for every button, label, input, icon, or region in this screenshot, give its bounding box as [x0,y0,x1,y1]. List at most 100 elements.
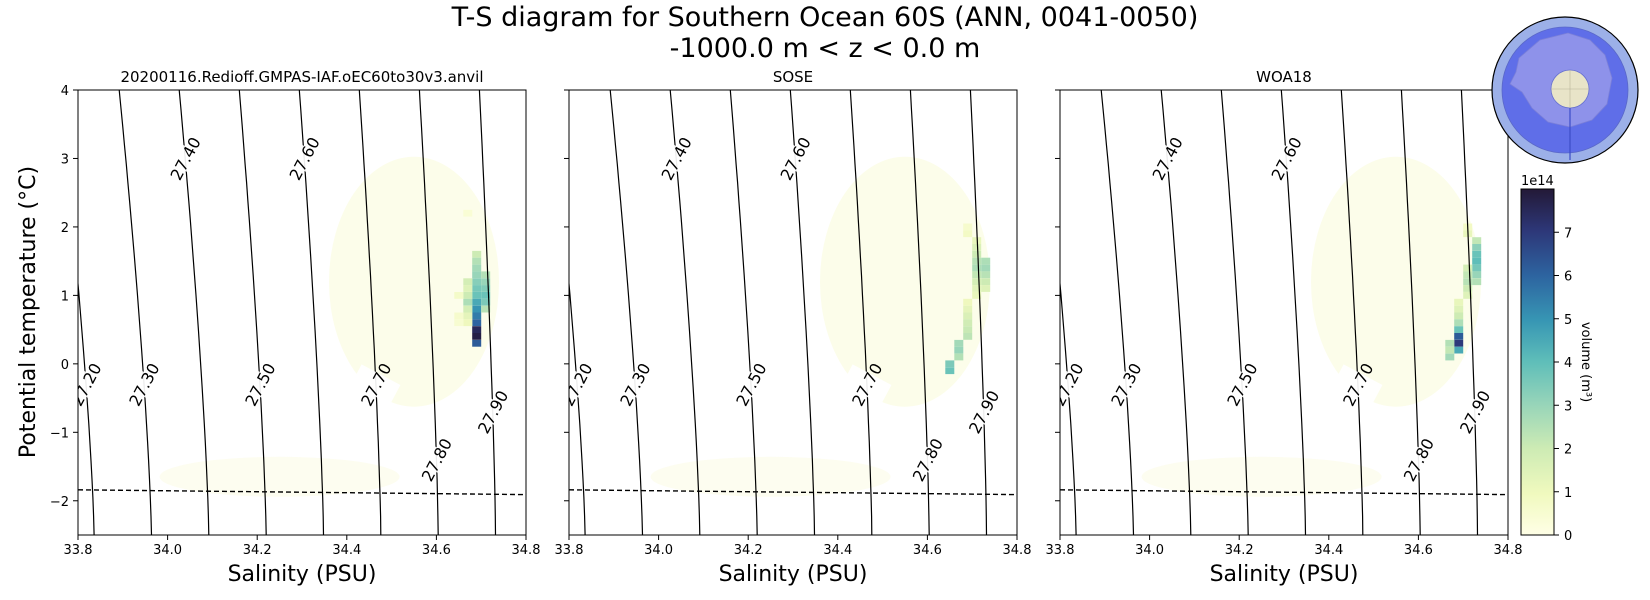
contour-label-mask [351,364,401,405]
heatmap-cell [454,292,464,299]
density-contour [238,90,267,535]
contour-label-mask [235,364,285,405]
heatmap-cell [481,292,491,299]
heatmap-cell [463,319,473,327]
heatmap-cell [963,230,973,238]
heatmap-cell [472,292,482,299]
density-contour [849,90,873,535]
plot-frame [77,89,527,536]
contour-label-mask [119,364,169,405]
heatmap-cell [1454,339,1464,347]
x-tick-label: 34.0 [153,543,182,558]
density-contour [478,90,497,535]
x-tick-label: 34.6 [1404,543,1433,558]
heatmap-cell [463,209,473,217]
x-axis-label: Salinity (PSU) [719,562,868,587]
y-tick-label: −1 [50,426,69,441]
figure-title: T-S diagram for Southern Ocean 60S (ANN,… [451,2,1199,33]
heatmap-cell [954,346,964,354]
background-volume-haze [820,156,990,407]
density-contour [358,90,382,535]
contour-label-mask [1333,364,1383,405]
heatmap-cell [963,319,973,327]
heatmap-cell [963,326,973,333]
contour-label-mask [411,439,462,480]
heatmap-cell [463,305,473,313]
heatmap-cell [972,292,982,299]
heatmap-cell [981,264,991,272]
heatmap-cell [1472,237,1482,244]
x-axis-label: Salinity (PSU) [1210,562,1359,587]
heatmap-cell [463,312,473,320]
heatmap-cell [481,271,491,279]
heatmap-cell [981,271,991,279]
heatmap-cell [981,257,991,265]
contour-label-mask [78,364,111,405]
x-tick-label: 34.4 [823,543,852,558]
heatmap-cell [1445,353,1455,361]
heatmap-cell [1454,346,1464,354]
background-volume-haze [159,456,400,497]
heatmap-cell [963,312,973,320]
heatmap-cell [463,278,473,286]
density-contour [78,277,95,535]
heatmap-cell [481,278,491,286]
density-contour [969,90,988,535]
contour-label-mask [279,138,329,179]
heatmap-cell [981,278,991,286]
colorbar-gradient [1520,188,1555,536]
heatmap-cell [463,292,473,299]
contour-label-mask [1393,439,1444,480]
heatmap-cell [972,250,982,258]
heatmap-cell [981,285,991,292]
contour-label-mask [651,138,701,179]
contour-label-mask [1217,364,1267,405]
panel-title: WOA18 [1256,68,1312,86]
heatmap-cell [972,278,982,286]
heatmap-cell [481,305,491,313]
heatmap-cell [963,333,973,340]
density-contour [1340,90,1364,535]
heatmap-cell [472,333,482,340]
x-tick-label: 34.2 [1225,543,1254,558]
contour-label-mask [1142,138,1192,179]
heatmap-cell [954,339,964,347]
freezing-point-line [78,489,526,496]
heatmap-cell [945,360,955,368]
x-tick-label: 34.8 [1003,543,1032,558]
contour-label-mask [902,439,953,480]
colorbar-tick-label: 2 [1564,443,1572,458]
x-tick-label: 33.8 [555,543,584,558]
heatmap-cell [1454,319,1464,327]
density-contour [1220,90,1249,535]
panel-title: SOSE [773,68,813,86]
contour-label-mask [1450,391,1500,432]
colorbar-tick-label: 0 [1564,529,1572,544]
x-tick-label: 34.6 [913,543,942,558]
heatmap-cell [472,298,482,306]
contour-label: 28.00 [534,463,572,512]
contour-label-mask [1101,364,1151,405]
x-tick-label: 34.0 [1135,543,1164,558]
colorbar-tick-label: 5 [1564,313,1572,328]
heatmap-cell [463,298,473,306]
x-tick-label: 34.4 [332,543,361,558]
contour-label-mask [160,138,210,179]
heatmap-cell [472,271,482,279]
heatmap-cell [1472,278,1482,286]
heatmap-cell [1463,292,1473,299]
x-axis-label: Salinity (PSU) [228,562,377,587]
heatmap-cell [1454,305,1464,313]
y-axis-label: Potential temperature (°C) [16,166,41,458]
plot-frame [1059,89,1509,536]
heatmap-cell [472,250,482,258]
x-tick-label: 34.4 [1314,543,1343,558]
x-tick-label: 33.8 [64,543,93,558]
contour-label-mask [842,364,892,405]
heatmap-cell [472,319,482,327]
density-contour [569,277,586,535]
density-contour [609,90,644,535]
heatmap-cell [472,285,482,292]
